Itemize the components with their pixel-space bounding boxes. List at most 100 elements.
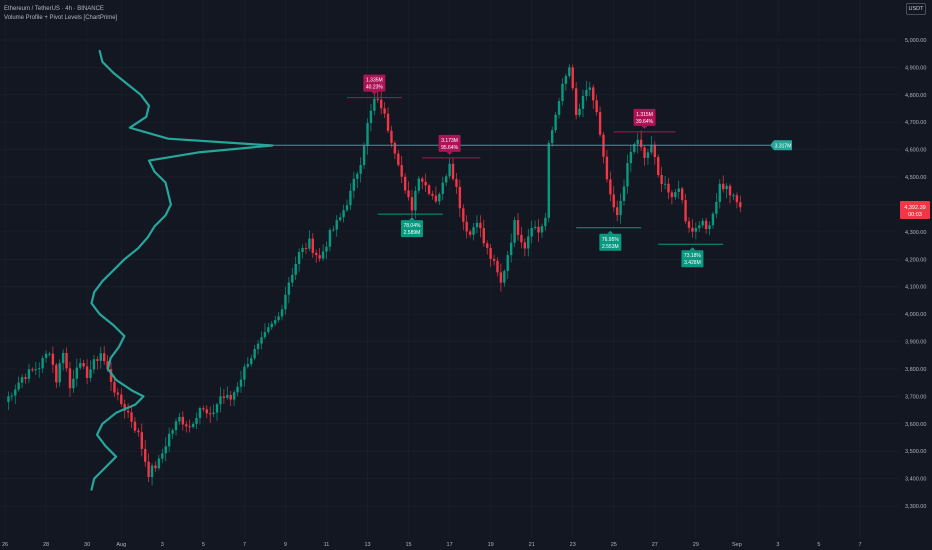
candle-body — [96, 359, 99, 361]
candle-body — [280, 309, 284, 317]
time-tick-label: 19 — [488, 542, 494, 548]
candle-body — [34, 369, 37, 371]
candle-body — [41, 358, 44, 369]
candle-body — [718, 183, 721, 202]
pivot-label-pointer — [641, 125, 648, 129]
candle-body — [564, 75, 568, 84]
time-tick-label: 27 — [652, 542, 658, 548]
candle-body — [407, 190, 410, 198]
candle-body — [68, 368, 72, 389]
candle-body — [482, 228, 485, 244]
pivot-label-background — [633, 108, 656, 126]
candle-body — [219, 396, 222, 405]
candle-body — [403, 176, 407, 191]
candle-body — [397, 153, 400, 166]
pivot-label-background — [599, 233, 622, 251]
candle-body — [660, 174, 663, 184]
candlestick-series — [7, 64, 742, 486]
candle-body — [458, 186, 462, 209]
pivot-label-text: 76.95% — [602, 237, 620, 243]
candle-body — [496, 260, 499, 273]
candle-body — [417, 178, 421, 191]
candle-body — [232, 392, 236, 400]
candle-body — [164, 446, 167, 454]
candle-body — [629, 151, 633, 164]
candle-body — [246, 364, 250, 367]
candle-body — [376, 98, 379, 100]
pivot-label-background — [363, 74, 386, 92]
price-axis[interactable]: 3,300.00 3,400.00 3,500.00 3,600.00 3,700.00… — [905, 38, 926, 510]
candle-body — [605, 156, 609, 180]
candle-body — [342, 210, 345, 218]
candle-body — [328, 230, 332, 247]
candle-body — [369, 110, 373, 124]
time-tick-label: 11 — [324, 542, 330, 548]
volume-profile-line — [90, 49, 274, 491]
candle-body — [619, 200, 622, 216]
time-tick-label: Aug — [116, 542, 126, 548]
candle-body — [684, 200, 687, 222]
candle-body — [670, 192, 674, 198]
candle-body — [167, 433, 171, 447]
candle-body — [188, 426, 191, 428]
candle-body — [588, 87, 592, 90]
candle-body — [598, 112, 602, 135]
candle-body — [626, 163, 629, 187]
candle-body — [704, 220, 708, 230]
candle-body — [410, 197, 414, 211]
price-tick-label: 4,000.00 — [905, 312, 926, 318]
time-tick-label: Sep — [732, 542, 742, 548]
candle-body — [24, 377, 27, 379]
last-price-value: 4,392.39 — [904, 205, 925, 211]
time-tick-label: 30 — [84, 542, 90, 548]
currency-badge[interactable]: USDT — [906, 3, 926, 15]
price-tick-label: 4,500.00 — [905, 175, 926, 181]
candle-body — [150, 465, 154, 478]
candle-body — [157, 458, 161, 469]
time-axis[interactable]: 26 28 30 Aug 3 5 7 9 11 13 15 17 19 21 23 25 27 29 Sep 3 5 7 — [2, 542, 862, 548]
candle-body — [694, 228, 698, 232]
candle-body — [113, 381, 116, 393]
candle-body — [239, 379, 243, 387]
candle-body — [270, 323, 273, 328]
candle-body — [722, 183, 725, 190]
candle-body — [421, 178, 424, 182]
candle-body — [639, 139, 643, 148]
candle-body — [680, 188, 684, 201]
candle-body — [366, 123, 369, 147]
pivot-label-background — [681, 250, 704, 268]
pivot-label-pointer — [408, 217, 415, 221]
candle-body — [561, 83, 564, 102]
symbol-title[interactable]: Ethereum / TetherUS · 4h · BINANCE — [4, 6, 104, 12]
candle-body — [663, 183, 667, 185]
time-tick-label: 3 — [161, 542, 164, 548]
price-tick-label: 5,000.00 — [905, 38, 926, 44]
pivot-label-text: 2.589M — [404, 230, 421, 236]
candle-body — [400, 165, 403, 177]
candle-body — [335, 220, 338, 230]
pivot-label-background — [400, 220, 423, 238]
candle-body — [578, 108, 581, 116]
candle-body — [455, 178, 458, 187]
candle-body — [503, 271, 506, 283]
candle-body — [547, 143, 550, 218]
candle-body — [465, 221, 468, 232]
candle-body — [537, 226, 540, 233]
candle-body — [622, 186, 626, 201]
candle-body — [698, 225, 701, 229]
candle-body — [633, 144, 636, 152]
indicator-title[interactable]: Volume Profile + Pivot Levels [ChartPrim… — [4, 15, 118, 21]
candle-body — [643, 147, 646, 158]
candle-body — [472, 227, 475, 235]
candle-body — [434, 195, 438, 202]
candle-body — [161, 453, 164, 459]
candle-body — [75, 367, 79, 379]
poc-label-background — [770, 140, 792, 151]
candle-body — [362, 146, 366, 166]
candle-body — [359, 165, 362, 174]
price-tick-label: 4,600.00 — [905, 148, 926, 154]
candle-body — [414, 190, 417, 211]
candle-body — [38, 368, 41, 370]
